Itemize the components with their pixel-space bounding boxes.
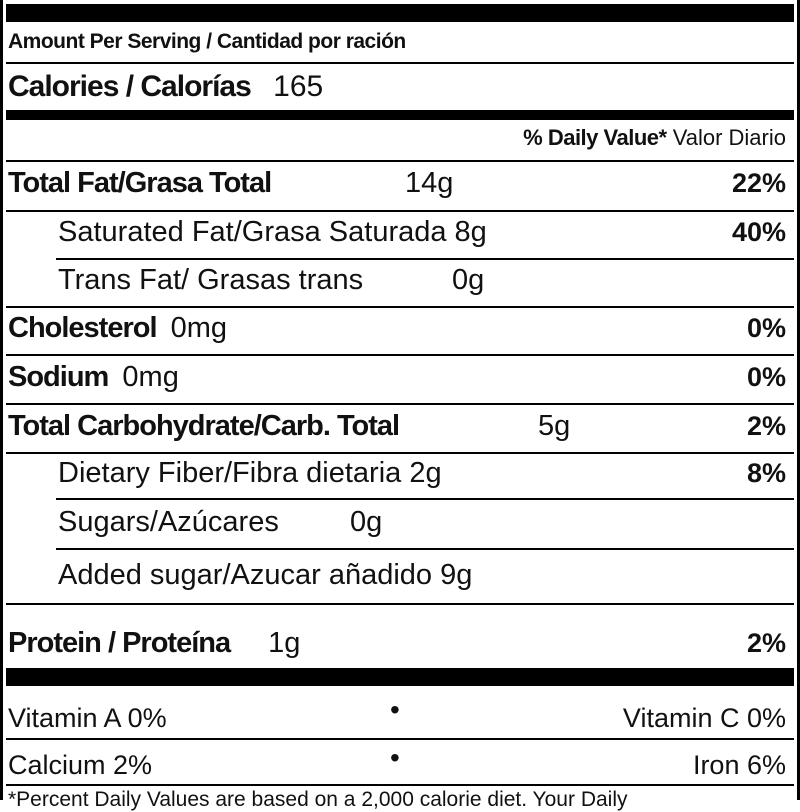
added-sugar-row: Added sugar/Azucar añadido 9g xyxy=(58,559,786,592)
total-fat-row: Total Fat/Grasa Total xyxy=(8,167,786,200)
dietary-fiber-label: Dietary Fiber/Fibra dietaria 2g xyxy=(58,457,442,489)
total-carb-row: Total Carbohydrate/Carb. Total xyxy=(8,410,786,443)
amount-per-serving: Amount Per Serving / Cantidad por ración xyxy=(8,30,406,53)
total-fat-label: Total Fat/Grasa Total xyxy=(8,167,272,199)
saturated-fat-row: Saturated Fat/Grasa Saturada 8g xyxy=(58,216,786,249)
sodium-row: Sodium 0mg xyxy=(8,361,786,394)
trans-fat-label: Trans Fat/ Grasas trans xyxy=(58,264,364,296)
cholesterol-amount: 0mg xyxy=(170,312,228,344)
calories-thick-bar xyxy=(6,110,794,120)
total-fat-amount: 14g xyxy=(405,167,454,199)
daily-value-en: % Daily Value* xyxy=(523,125,667,150)
dietary-fiber-row: Dietary Fiber/Fibra dietaria 2g xyxy=(58,457,786,490)
total-carb-label: Total Carbohydrate/Carb. Total xyxy=(8,410,400,442)
vitamin-a: Vitamin A 0% xyxy=(8,703,167,733)
vitamin-separator: • xyxy=(390,694,400,725)
sodium-label: Sodium xyxy=(8,361,109,393)
divider xyxy=(56,548,794,550)
divider xyxy=(6,210,794,212)
protein-dv: 2% xyxy=(746,628,786,658)
calories-label: Calories / Calorías xyxy=(8,70,252,103)
divider xyxy=(6,354,794,356)
vitamin-c: Vitamin C 0% xyxy=(622,703,786,733)
daily-value-header: % Daily Value* Valor Diario xyxy=(8,125,786,151)
protein-thick-bar xyxy=(6,668,794,686)
calories-row: Calories / Calorías 165 xyxy=(8,70,786,104)
cholesterol-row: Cholesterol 0mg xyxy=(8,312,786,345)
sodium-amount: 0mg xyxy=(122,361,179,393)
sugars-row: Sugars/Azúcares xyxy=(58,506,786,539)
divider xyxy=(6,62,794,64)
saturated-fat-dv: 40% xyxy=(731,217,786,247)
total-fat-dv: 22% xyxy=(731,168,786,198)
divider xyxy=(6,603,794,605)
protein-label: Protein / Proteína xyxy=(8,627,231,659)
protein-row: Protein / Proteína 1g xyxy=(8,627,786,660)
divider xyxy=(6,784,794,786)
iron: Iron 6% xyxy=(692,750,786,780)
dietary-fiber-dv: 8% xyxy=(746,458,786,488)
divider xyxy=(56,258,794,260)
mineral-separator: • xyxy=(390,742,400,773)
sugars-label: Sugars/Azúcares xyxy=(58,506,279,538)
calcium: Calcium 2% xyxy=(8,750,153,780)
divider xyxy=(6,403,794,405)
sodium-dv: 0% xyxy=(746,362,786,392)
total-carb-amount: 5g xyxy=(538,410,571,442)
divider xyxy=(56,498,794,500)
saturated-fat-label: Saturated Fat/Grasa Saturada 8g xyxy=(58,216,487,248)
added-sugar-label: Added sugar/Azucar añadido 9g xyxy=(58,559,473,591)
divider xyxy=(6,160,794,162)
total-carb-dv: 2% xyxy=(746,411,786,441)
cholesterol-label: Cholesterol xyxy=(8,312,158,344)
trans-fat-amount: 0g xyxy=(452,264,485,296)
divider xyxy=(6,738,794,740)
protein-amount: 1g xyxy=(268,627,301,659)
top-thick-bar xyxy=(6,4,794,22)
divider xyxy=(6,452,794,454)
divider xyxy=(6,306,794,308)
trans-fat-row: Trans Fat/ Grasas trans xyxy=(58,264,786,297)
calories-value: 165 xyxy=(273,70,324,103)
cholesterol-dv: 0% xyxy=(746,313,786,343)
footnote: *Percent Daily Values are based on a 2,0… xyxy=(8,788,628,811)
daily-value-es: Valor Diario xyxy=(672,125,786,150)
sugars-amount: 0g xyxy=(350,506,383,538)
